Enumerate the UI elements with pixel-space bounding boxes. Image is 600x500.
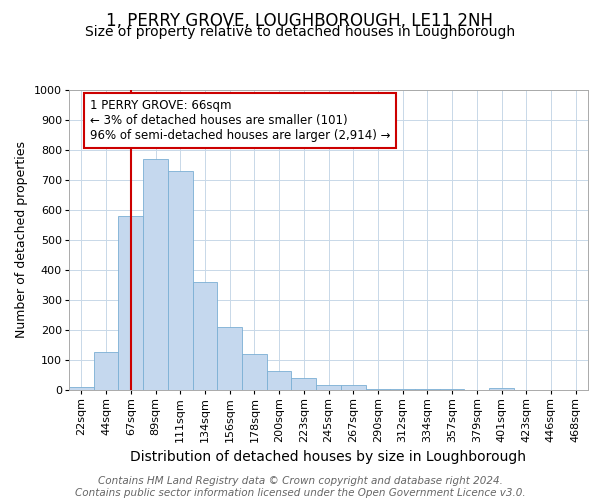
- Bar: [94, 352, 118, 390]
- Bar: [341, 384, 365, 390]
- Text: 1 PERRY GROVE: 66sqm
← 3% of detached houses are smaller (101)
96% of semi-detac: 1 PERRY GROVE: 66sqm ← 3% of detached ho…: [90, 99, 391, 142]
- Bar: [168, 171, 193, 390]
- Bar: [143, 159, 168, 390]
- Text: Contains HM Land Registry data © Crown copyright and database right 2024.
Contai: Contains HM Land Registry data © Crown c…: [74, 476, 526, 498]
- X-axis label: Distribution of detached houses by size in Loughborough: Distribution of detached houses by size …: [131, 450, 527, 464]
- Text: 1, PERRY GROVE, LOUGHBOROUGH, LE11 2NH: 1, PERRY GROVE, LOUGHBOROUGH, LE11 2NH: [107, 12, 493, 30]
- Bar: [217, 327, 242, 390]
- Bar: [316, 384, 341, 390]
- Bar: [118, 216, 143, 390]
- Bar: [390, 389, 415, 390]
- Bar: [365, 388, 390, 390]
- Bar: [292, 378, 316, 390]
- Bar: [489, 388, 514, 390]
- Bar: [242, 354, 267, 390]
- Bar: [267, 370, 292, 390]
- Y-axis label: Number of detached properties: Number of detached properties: [16, 142, 29, 338]
- Text: Size of property relative to detached houses in Loughborough: Size of property relative to detached ho…: [85, 25, 515, 39]
- Bar: [69, 387, 94, 390]
- Bar: [193, 282, 217, 390]
